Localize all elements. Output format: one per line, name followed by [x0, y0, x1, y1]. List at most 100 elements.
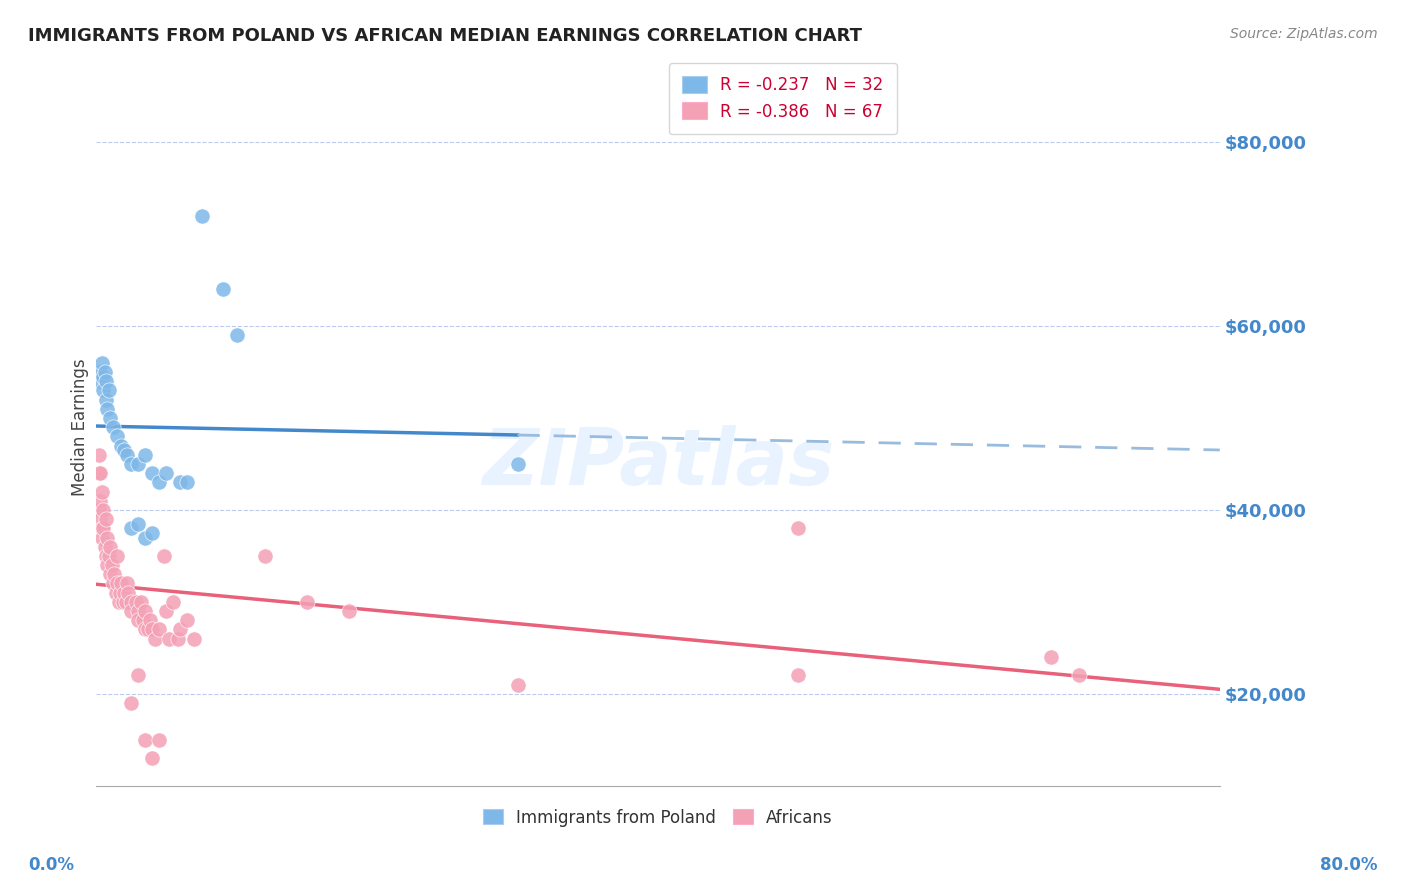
Point — [127, 604, 149, 618]
Point — [98, 567, 121, 582]
Point — [157, 632, 180, 646]
Point — [91, 521, 114, 535]
Point — [176, 475, 198, 490]
Point — [108, 585, 131, 599]
Point — [105, 549, 128, 563]
Point — [117, 585, 139, 599]
Point — [110, 576, 132, 591]
Point — [148, 623, 170, 637]
Point — [162, 595, 184, 609]
Point — [129, 595, 152, 609]
Point — [90, 484, 112, 499]
Point — [94, 374, 117, 388]
Point — [183, 632, 205, 646]
Point — [105, 429, 128, 443]
Point — [120, 457, 142, 471]
Point — [87, 466, 110, 480]
Point — [138, 613, 160, 627]
Point — [94, 392, 117, 407]
Point — [190, 209, 212, 223]
Point — [120, 595, 142, 609]
Point — [127, 613, 149, 627]
Point — [211, 282, 233, 296]
Point — [87, 448, 110, 462]
Point — [253, 549, 276, 563]
Point — [90, 531, 112, 545]
Point — [96, 401, 118, 416]
Point — [96, 531, 118, 545]
Point — [155, 604, 177, 618]
Point — [124, 595, 146, 609]
Point — [115, 448, 138, 462]
Point — [176, 613, 198, 627]
Point — [94, 512, 117, 526]
Point — [169, 475, 191, 490]
Point — [141, 525, 163, 540]
Point — [105, 576, 128, 591]
Point — [91, 369, 114, 384]
Point — [90, 521, 112, 535]
Point — [136, 623, 159, 637]
Point — [89, 493, 111, 508]
Point — [97, 549, 120, 563]
Point — [506, 678, 529, 692]
Point — [91, 384, 114, 398]
Point — [152, 549, 174, 563]
Point — [141, 466, 163, 480]
Point — [104, 585, 127, 599]
Point — [141, 623, 163, 637]
Point — [155, 466, 177, 480]
Point — [134, 623, 156, 637]
Point — [101, 576, 124, 591]
Point — [101, 420, 124, 434]
Point — [96, 558, 118, 573]
Point — [100, 558, 122, 573]
Point — [93, 540, 115, 554]
Point — [127, 516, 149, 531]
Point — [134, 448, 156, 462]
Point — [111, 595, 134, 609]
Point — [506, 457, 529, 471]
Point — [225, 328, 247, 343]
Point — [148, 732, 170, 747]
Point — [98, 540, 121, 554]
Text: ZIPatlas: ZIPatlas — [482, 425, 834, 501]
Point — [127, 457, 149, 471]
Point — [97, 384, 120, 398]
Legend: Immigrants from Poland, Africans: Immigrants from Poland, Africans — [475, 800, 841, 835]
Point — [787, 668, 810, 682]
Point — [90, 356, 112, 370]
Point — [114, 595, 136, 609]
Point — [127, 668, 149, 682]
Point — [103, 567, 125, 582]
Point — [110, 438, 132, 452]
Text: Source: ZipAtlas.com: Source: ZipAtlas.com — [1230, 27, 1378, 41]
Point — [1040, 650, 1063, 665]
Text: IMMIGRANTS FROM POLAND VS AFRICAN MEDIAN EARNINGS CORRELATION CHART: IMMIGRANTS FROM POLAND VS AFRICAN MEDIAN… — [28, 27, 862, 45]
Point — [91, 503, 114, 517]
Point — [787, 521, 810, 535]
Point — [89, 512, 111, 526]
Point — [1069, 668, 1091, 682]
Point — [89, 365, 111, 379]
Point — [98, 411, 121, 425]
Point — [89, 466, 111, 480]
Point — [120, 696, 142, 710]
Point — [112, 443, 135, 458]
Point — [87, 503, 110, 517]
Point — [107, 595, 129, 609]
Point — [131, 613, 153, 627]
Point — [134, 732, 156, 747]
Point — [143, 632, 166, 646]
Point — [148, 475, 170, 490]
Point — [166, 632, 188, 646]
Y-axis label: Median Earnings: Median Earnings — [72, 359, 89, 496]
Point — [120, 604, 142, 618]
Point — [93, 365, 115, 379]
Point — [120, 521, 142, 535]
Point — [134, 531, 156, 545]
Point — [295, 595, 318, 609]
Point — [141, 751, 163, 765]
Text: 80.0%: 80.0% — [1320, 856, 1378, 874]
Text: 0.0%: 0.0% — [28, 856, 75, 874]
